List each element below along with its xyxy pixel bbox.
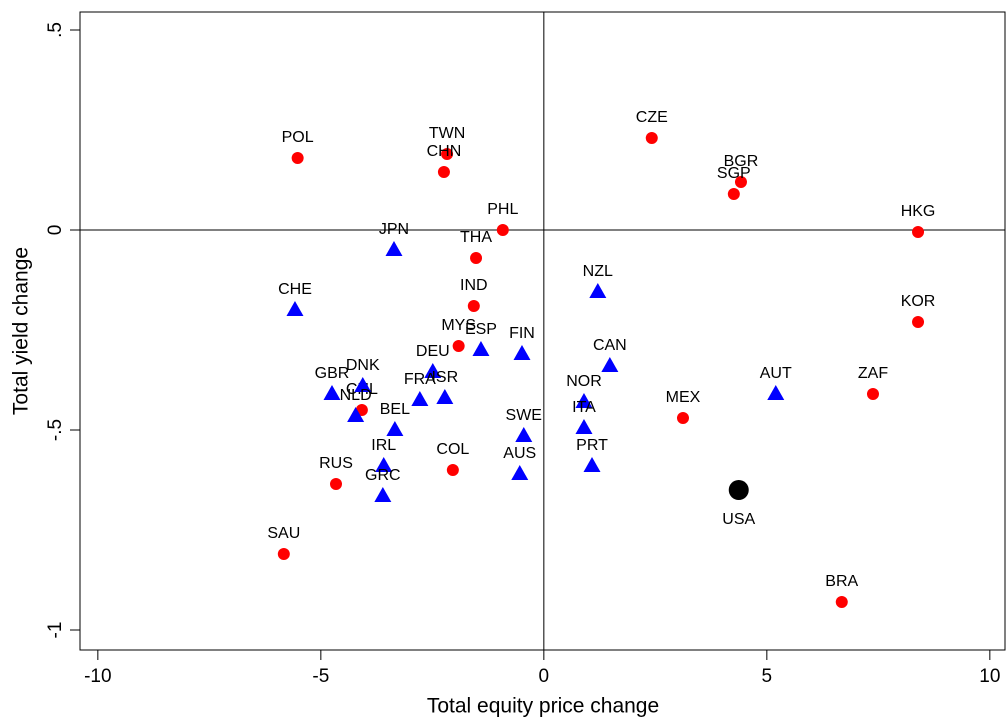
point [347,407,365,422]
point [912,226,925,238]
point [575,419,593,434]
point-label: CHN [427,143,462,160]
y-tick-label: .5 [45,22,66,38]
plot-frame [79,11,1006,651]
x-tick-label: 5 [762,666,773,687]
point-label: SGP [717,165,751,182]
point [589,283,607,298]
point [767,385,785,400]
point-label: MYS [441,317,476,334]
point-label: KOR [901,293,936,310]
point-label: COL [436,441,469,458]
y-tick-label: 0 [45,225,66,236]
point-label: THA [460,229,492,246]
point [374,487,392,502]
point-label: CHE [278,281,312,298]
point [866,388,879,400]
point-label: DEU [416,343,450,360]
point-label: ISR [431,369,458,386]
point-label: HKG [901,203,936,220]
point-label: TWN [429,125,465,142]
x-tick-label: -5 [312,666,329,687]
point [727,188,740,200]
point [470,252,483,264]
point [436,389,454,404]
x-tick-label: -10 [84,666,111,687]
point [441,148,454,160]
point-label: GRC [365,467,401,484]
point-label: SWE [506,407,542,424]
point [515,427,533,442]
point [424,363,442,378]
point-label: NOR [566,373,602,390]
x-tick-label: 0 [539,666,550,687]
point [411,391,429,406]
point [513,345,531,360]
point-label: NZL [583,263,613,280]
point [835,596,848,608]
point-label: ESP [465,321,497,338]
point-label: AUS [503,445,536,462]
point-label: ITA [572,399,596,416]
point [728,480,749,500]
point [291,152,304,164]
point-label: BEL [380,401,410,418]
y-axis-title: Total yield change [10,247,33,415]
point [467,300,480,312]
point-label: GBR [315,365,350,382]
point [385,241,403,256]
point [437,166,450,178]
point [676,412,689,424]
point [354,377,372,392]
point [386,421,404,436]
point [472,341,490,356]
point-label: JPN [379,221,409,238]
point [575,393,593,408]
point-label: MEX [666,389,701,406]
y-tick-label: -1 [45,622,66,639]
point-label: ZAF [858,365,888,382]
point-label: DNK [346,357,380,374]
point [583,457,601,472]
point [734,176,747,188]
y-tick-label: -.5 [45,419,66,441]
point-label: BGR [724,153,759,170]
point-label: SAU [267,525,300,542]
point [330,478,343,490]
point-label: PHL [487,201,518,218]
point-label: CAN [593,337,627,354]
point [446,464,459,476]
point [645,132,658,144]
point-label: RUS [319,455,353,472]
point-label: BRA [825,573,858,590]
point [496,224,509,236]
x-tick-label: 10 [979,666,1000,687]
point-label: IND [460,277,488,294]
point-label: POL [282,129,314,146]
point-label: AUT [760,365,792,382]
point [375,457,393,472]
point [323,385,341,400]
point-label: FRA [404,371,436,388]
point-label: FIN [509,325,535,342]
x-axis-title: Total equity price change [427,695,659,718]
point [601,357,619,372]
point-label: CZE [636,109,668,126]
point-label: PRT [576,437,608,454]
point-label: NLD [340,387,372,404]
point [452,340,465,352]
point-label: USA [722,511,755,528]
point [912,316,925,328]
point [511,465,529,480]
point [277,548,290,560]
point-label: IRL [371,437,396,454]
point [286,301,304,316]
